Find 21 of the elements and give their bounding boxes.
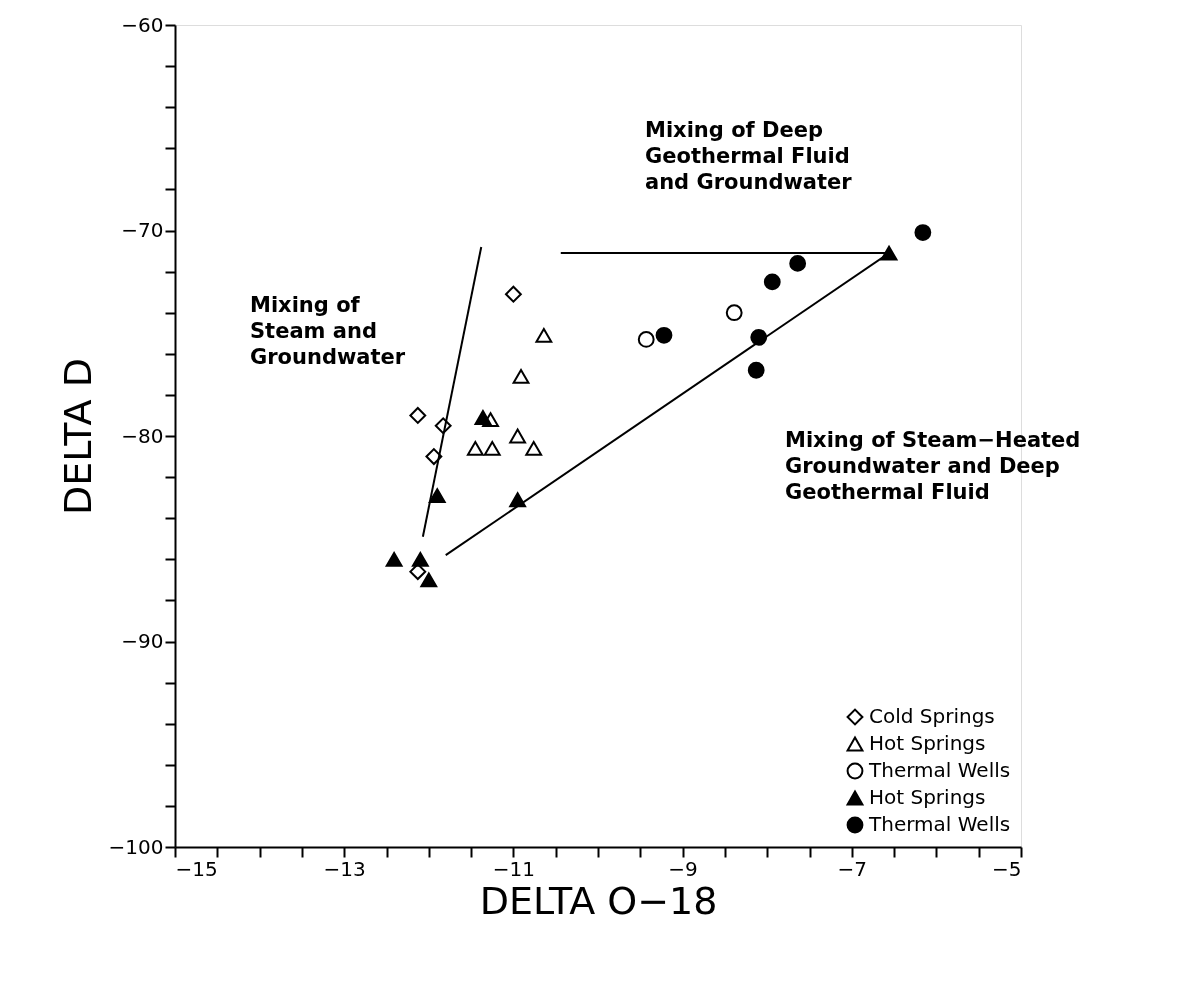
x-tick-label: −11 [492, 856, 536, 881]
legend-label: Hot Springs [869, 731, 986, 755]
x-axis-title: DELTA O−18 [479, 878, 718, 923]
y-tick-label: −100 [108, 834, 164, 859]
y-axis-title: DELTA D [55, 358, 100, 515]
y-tick-label: −70 [121, 218, 164, 242]
y-tick-label: −60 [121, 12, 164, 37]
annotation: Mixing of Steam−Heated Groundwater and Deep Geothermal Fluid [785, 428, 1081, 504]
legend-label: Thermal Wells [868, 758, 1011, 782]
x-tick-label: −9 [668, 856, 698, 881]
annotation: Mixing of Steam and Groundwater [250, 293, 406, 369]
annotation: Mixing of Deep Geothermal Fluid and Groundwater [645, 118, 853, 194]
legend-label: Thermal Wells [868, 812, 1011, 836]
y-tick-label: −80 [121, 423, 164, 448]
x-tick-label: −7 [837, 856, 868, 881]
legend-label: Hot Springs [869, 785, 986, 809]
legend-label: Cold Springs [869, 704, 995, 728]
x-tick-label: −15 [175, 856, 218, 881]
x-tick-label: −5 [992, 856, 1022, 881]
y-tick-label: −90 [121, 629, 164, 653]
x-tick-label: −13 [323, 856, 366, 881]
